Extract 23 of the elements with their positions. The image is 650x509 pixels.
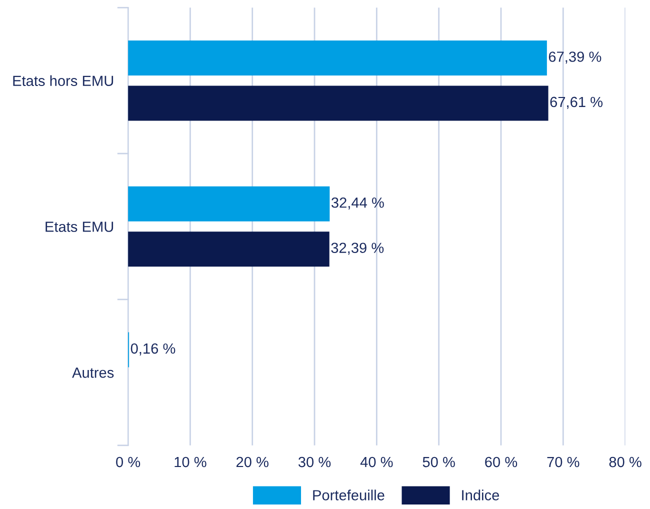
x-tick-label: 10 %	[174, 456, 206, 468]
x-tick-label: 60 %	[485, 456, 518, 468]
x-tick-label: 0 %	[116, 456, 140, 468]
data-label: 67,61 %	[550, 96, 603, 109]
x-tick-label: 20 %	[236, 456, 268, 468]
y-tick-label: Etats EMU	[46, 222, 114, 232]
y-tick-label: Etats hors EMU	[13, 75, 114, 86]
legend-label: Indice	[462, 490, 500, 500]
data-label: 32,39 %	[331, 242, 384, 255]
x-tick-label: 80 %	[609, 456, 642, 468]
y-tick-label: Autres	[72, 368, 114, 378]
legend-label: Portefeuille	[313, 490, 384, 500]
data-label: 32,44 %	[331, 197, 384, 210]
bar	[128, 232, 330, 267]
bar	[128, 40, 547, 76]
x-tick-label: 40 %	[360, 456, 393, 468]
x-tick-label: 50 %	[422, 456, 455, 468]
data-label: 67,39 %	[548, 52, 602, 64]
bar	[128, 86, 548, 121]
bar	[128, 186, 330, 222]
x-tick-label: 70 %	[547, 456, 580, 468]
data-label: 0,16 %	[130, 343, 176, 356]
x-tick-label: 30 %	[298, 456, 331, 468]
